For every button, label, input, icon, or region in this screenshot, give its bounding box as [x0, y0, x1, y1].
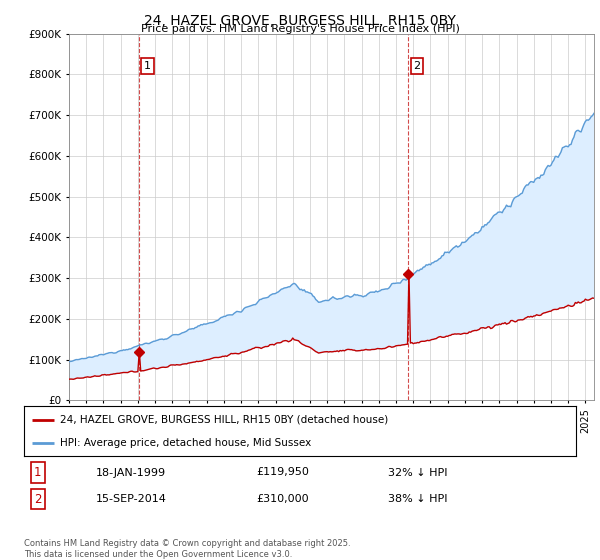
Text: HPI: Average price, detached house, Mid Sussex: HPI: Average price, detached house, Mid … [60, 438, 311, 448]
Text: 38% ↓ HPI: 38% ↓ HPI [388, 494, 448, 504]
Text: 1: 1 [144, 61, 151, 71]
Text: 32% ↓ HPI: 32% ↓ HPI [388, 468, 448, 478]
Text: 24, HAZEL GROVE, BURGESS HILL, RH15 0BY (detached house): 24, HAZEL GROVE, BURGESS HILL, RH15 0BY … [60, 414, 388, 424]
Text: 1: 1 [34, 466, 41, 479]
Text: £119,950: £119,950 [256, 468, 309, 478]
Text: 18-JAN-1999: 18-JAN-1999 [96, 468, 166, 478]
Text: 2: 2 [34, 493, 41, 506]
Text: 2: 2 [413, 61, 421, 71]
Text: 24, HAZEL GROVE, BURGESS HILL, RH15 0BY: 24, HAZEL GROVE, BURGESS HILL, RH15 0BY [144, 14, 456, 28]
Text: 15-SEP-2014: 15-SEP-2014 [96, 494, 167, 504]
Text: £310,000: £310,000 [256, 494, 308, 504]
Text: Price paid vs. HM Land Registry's House Price Index (HPI): Price paid vs. HM Land Registry's House … [140, 24, 460, 34]
Text: Contains HM Land Registry data © Crown copyright and database right 2025.
This d: Contains HM Land Registry data © Crown c… [24, 539, 350, 559]
